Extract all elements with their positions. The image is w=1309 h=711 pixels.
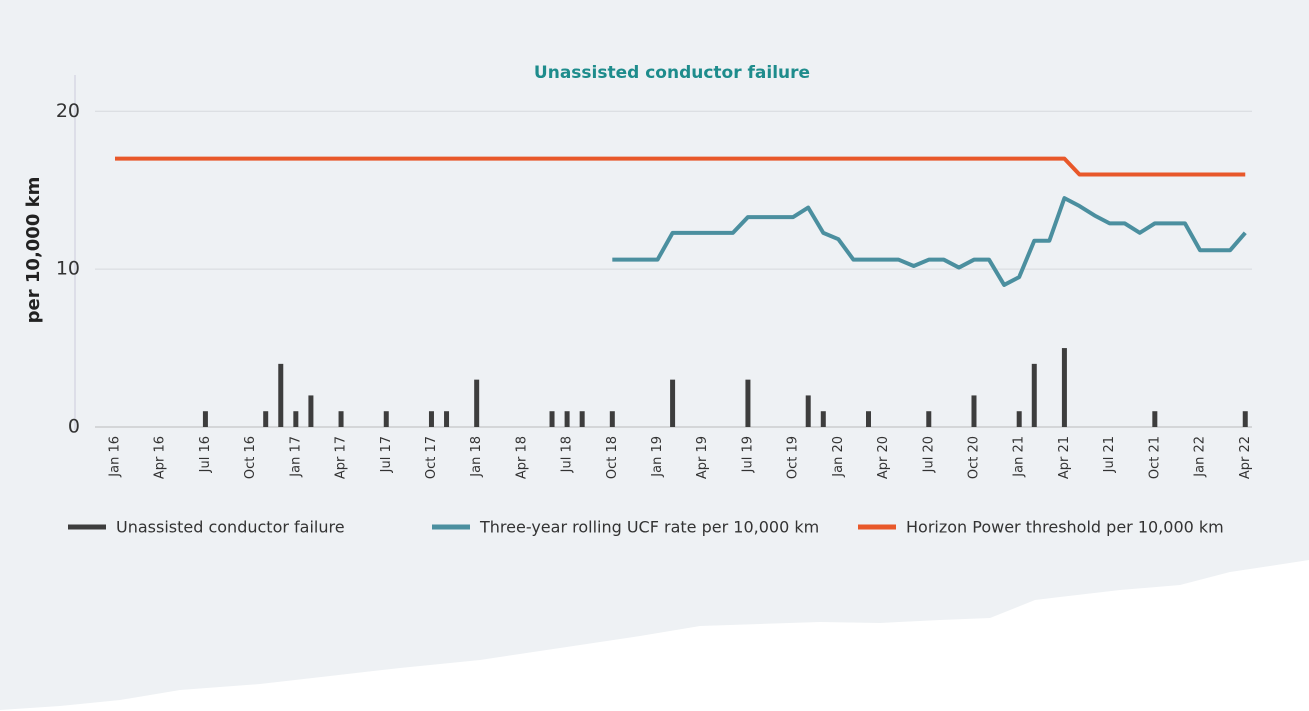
bar [1031,363,1037,427]
bar [805,395,811,427]
x-tick-label: Apr 16 [153,436,168,479]
x-tick-label: Jan 16 [108,436,123,478]
bar [428,411,434,427]
bar [564,411,570,427]
x-tick-label: Oct 19 [786,436,801,479]
bar [338,411,344,427]
bar [866,411,871,427]
bar [609,411,615,427]
x-tick-label: Apr 19 [695,436,710,479]
bar [308,395,314,427]
x-tick-label: Oct 16 [243,436,258,479]
bar [971,395,977,427]
x-tick-label: Jan 21 [1012,436,1027,478]
y-tick-label: 0 [68,416,80,438]
bar [444,411,450,427]
bar [670,379,676,427]
x-tick-label: Jul 19 [740,436,755,473]
x-tick-label: Jan 17 [288,436,303,478]
x-tick-label: Jul 18 [560,436,575,473]
x-tick-label: Apr 17 [334,436,349,479]
legend-label: Three-year rolling UCF rate per 10,000 k… [479,518,819,537]
chart-title: Unassisted conductor failure [534,63,810,83]
line [115,156,1246,177]
bar [1061,348,1067,427]
x-tick-label: Jul 20 [921,436,936,473]
x-tick-label: Jan 22 [1193,436,1208,478]
bar [202,411,208,427]
legend-label: Unassisted conductor failure [116,518,345,537]
y-axis-label: per 10,000 km [23,177,44,324]
bar [926,411,932,427]
bar [263,411,269,427]
bar [278,363,284,427]
y-tick-label: 10 [56,258,80,280]
x-tick-label: Oct 21 [1147,436,1162,479]
x-tick-label: Jan 19 [650,436,665,478]
bar [293,411,299,427]
bar [1016,411,1022,427]
y-tick-label: 20 [56,100,80,122]
bar [383,411,389,427]
bar [1152,411,1158,427]
x-tick-label: Oct 18 [605,436,620,479]
bar [549,411,555,427]
x-tick-label: Apr 18 [514,436,529,479]
line [612,196,1247,287]
bar [579,411,585,427]
bar [1242,411,1248,427]
x-tick-label: Jul 16 [198,436,213,473]
x-tick-label: Jul 17 [379,436,394,473]
bar [820,411,826,427]
legend-label: Horizon Power threshold per 10,000 km [906,518,1224,537]
x-tick-label: Apr 22 [1238,436,1253,479]
x-tick-label: Jan 20 [831,436,846,478]
x-tick-label: Jan 18 [469,436,484,478]
x-tick-label: Oct 20 [966,436,981,479]
bar [745,379,751,427]
x-tick-label: Apr 20 [876,436,891,479]
x-tick-label: Jul 21 [1102,436,1117,473]
bar [474,379,480,427]
x-tick-label: Apr 21 [1057,436,1072,479]
x-tick-label: Oct 17 [424,436,439,479]
